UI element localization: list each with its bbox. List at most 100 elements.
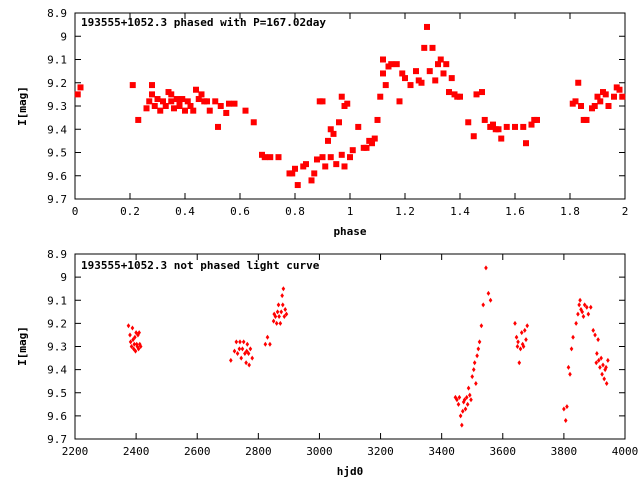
phased-data-point xyxy=(314,156,320,163)
phased-data-point xyxy=(319,154,326,161)
phased-x-ticks: 0 0.2 0.4 0.6 0.8 1 1.2 1.4 1.6 1.8 2 xyxy=(72,13,628,218)
phased-data-point xyxy=(204,98,210,105)
unphased-data-point xyxy=(588,304,593,310)
phased-data-point xyxy=(226,100,232,107)
unphased-data-point xyxy=(599,355,603,361)
phased-data-point xyxy=(168,98,175,105)
phased-data-point xyxy=(363,144,370,151)
unphased-y-tick-label: 9 xyxy=(60,271,67,284)
unphased-data-point xyxy=(579,307,583,312)
unphased-data-point xyxy=(232,348,237,354)
unphased-data-point xyxy=(273,313,278,319)
phased-x-tick-label: 0.8 xyxy=(285,205,305,218)
unphased-data-point xyxy=(598,364,602,370)
phased-y-tick-label: 9.7 xyxy=(47,193,67,206)
unphased-data-point xyxy=(577,302,581,308)
phased-data-point xyxy=(355,123,362,130)
phased-x-tick-label: 0 xyxy=(72,205,79,218)
unphased-data-point xyxy=(586,311,591,317)
phased-data-point xyxy=(344,100,351,107)
phased-data-point xyxy=(338,93,345,100)
phased-data-point xyxy=(534,116,540,123)
unphased-data-point xyxy=(514,334,519,340)
unphased-data-point xyxy=(484,265,488,271)
phased-data-point xyxy=(215,123,221,130)
unphased-data-point xyxy=(133,334,137,340)
unphased-data-point xyxy=(455,397,459,403)
phased-data-point xyxy=(424,23,430,30)
phased-data-point xyxy=(327,126,334,133)
phased-data-point xyxy=(446,89,452,96)
phased-data-point xyxy=(572,98,579,105)
unphased-y-tick-label: 9.4 xyxy=(47,364,67,377)
phased-data-point xyxy=(330,130,337,137)
unphased-data-point xyxy=(130,325,135,331)
phased-data-point xyxy=(495,126,502,133)
phased-x-tick-label: 0.2 xyxy=(120,205,140,218)
unphased-data-point xyxy=(244,360,248,366)
unphased-light-curve-panel: 193555+1052.3 not phased light curve hjd… xyxy=(16,248,638,478)
phased-data-point xyxy=(182,107,188,114)
phased-data-point xyxy=(154,96,161,103)
unphased-data-point xyxy=(250,355,255,361)
phased-data-point xyxy=(611,93,617,100)
phased-data-point xyxy=(443,61,450,68)
unphased-data-point xyxy=(591,327,596,333)
phased-data-point xyxy=(402,75,408,82)
unphased-data-point xyxy=(131,337,135,343)
phased-data-point xyxy=(311,170,318,177)
unphased-data-point xyxy=(479,323,484,329)
phased-x-tick-label: 1.4 xyxy=(450,205,470,218)
unphased-data-point xyxy=(137,330,141,336)
phased-data-point xyxy=(74,91,81,98)
phased-data-point xyxy=(432,77,439,84)
unphased-data-point xyxy=(464,394,469,400)
unphased-data-point xyxy=(137,341,142,347)
phased-data-point xyxy=(382,82,389,89)
unphased-x-tick-label: 3800 xyxy=(551,445,578,458)
unphased-data-point xyxy=(239,355,244,361)
unphased-data-point xyxy=(129,344,134,349)
phased-data-point xyxy=(619,93,626,100)
unphased-data-point xyxy=(240,346,245,352)
unphased-data-point xyxy=(457,394,462,400)
unphased-data-point xyxy=(268,341,272,347)
unphased-data-point xyxy=(128,339,133,345)
phased-data-point xyxy=(602,91,609,98)
unphased-data-point xyxy=(525,323,530,329)
unphased-y-tick-label: 9.3 xyxy=(47,341,67,354)
unphased-plot-frame xyxy=(74,253,626,440)
phased-data-point xyxy=(380,56,386,63)
phased-x-tick-label: 1.6 xyxy=(505,205,525,218)
phased-data-point xyxy=(333,161,340,168)
unphased-data-point xyxy=(574,320,578,326)
phased-data-point xyxy=(168,91,175,98)
phased-data-point xyxy=(135,116,142,123)
unphased-data-point xyxy=(466,385,471,391)
unphased-data-point xyxy=(234,339,239,345)
unphased-x-tick-label: 4000 xyxy=(612,445,639,458)
unphased-data-point xyxy=(281,286,286,292)
unphased-data-point xyxy=(581,313,586,319)
phased-data-point xyxy=(594,93,601,100)
phased-data-point xyxy=(206,107,213,114)
unphased-data-point xyxy=(565,404,569,410)
phased-data-point xyxy=(176,103,183,109)
phased-data-point xyxy=(583,116,590,123)
unphased-data-point xyxy=(138,344,143,349)
unphased-data-point xyxy=(602,376,607,382)
phased-data-point xyxy=(149,82,155,89)
unphased-data-point xyxy=(128,332,132,338)
phased-data-point xyxy=(435,61,441,68)
unphased-y-tick-label: 9.2 xyxy=(47,317,67,330)
unphased-data-point xyxy=(481,302,486,308)
phased-data-point xyxy=(217,103,224,109)
unphased-y-ticks: 8.9 9 9.1 9.2 9.3 9.4 9.5 9.6 9.7 xyxy=(47,248,625,446)
unphased-data-point xyxy=(279,309,284,315)
phased-data-point xyxy=(470,133,477,140)
phased-data-point xyxy=(143,105,150,112)
unphased-data-point xyxy=(569,346,574,352)
phased-data-point xyxy=(267,154,274,161)
unphased-y-tick-label: 9.5 xyxy=(47,387,67,400)
